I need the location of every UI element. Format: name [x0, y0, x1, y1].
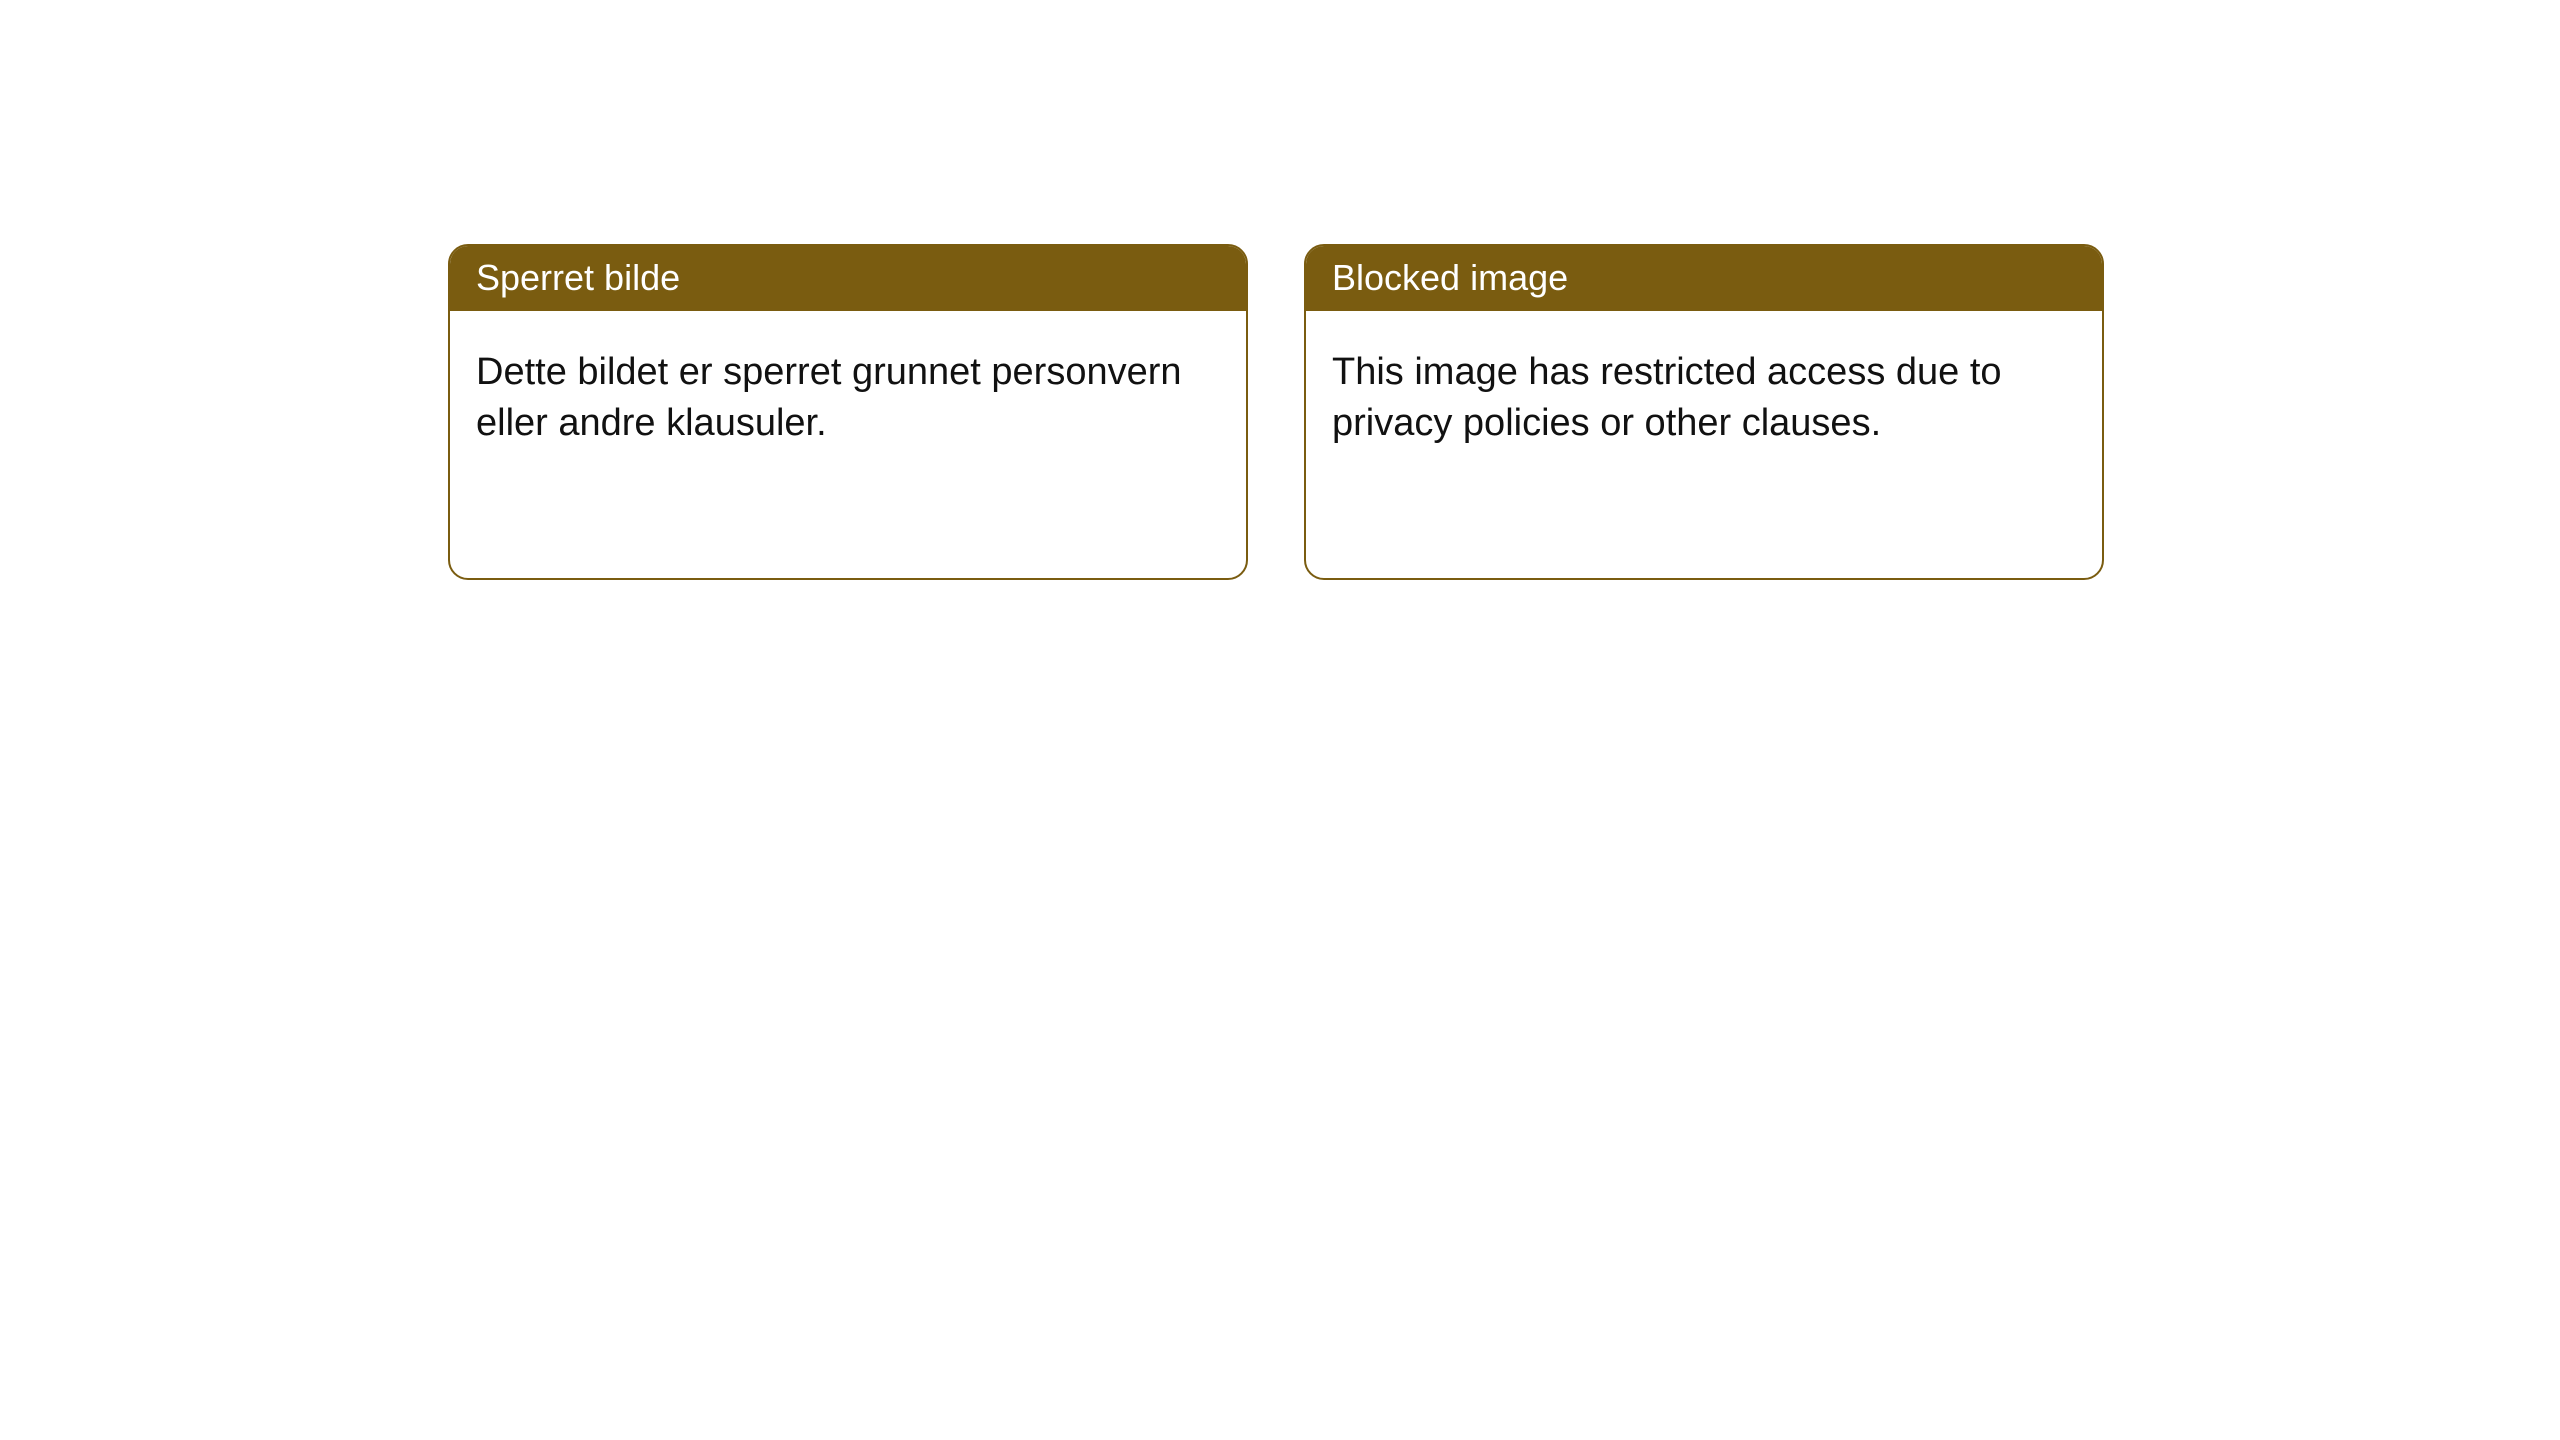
notice-card-title: Blocked image [1306, 246, 2102, 311]
notice-card-body: Dette bildet er sperret grunnet personve… [450, 311, 1246, 476]
notice-card-body: This image has restricted access due to … [1306, 311, 2102, 476]
notice-container: Sperret bilde Dette bildet er sperret gr… [0, 0, 2560, 580]
notice-card-no: Sperret bilde Dette bildet er sperret gr… [448, 244, 1248, 580]
notice-card-title: Sperret bilde [450, 246, 1246, 311]
notice-card-en: Blocked image This image has restricted … [1304, 244, 2104, 580]
